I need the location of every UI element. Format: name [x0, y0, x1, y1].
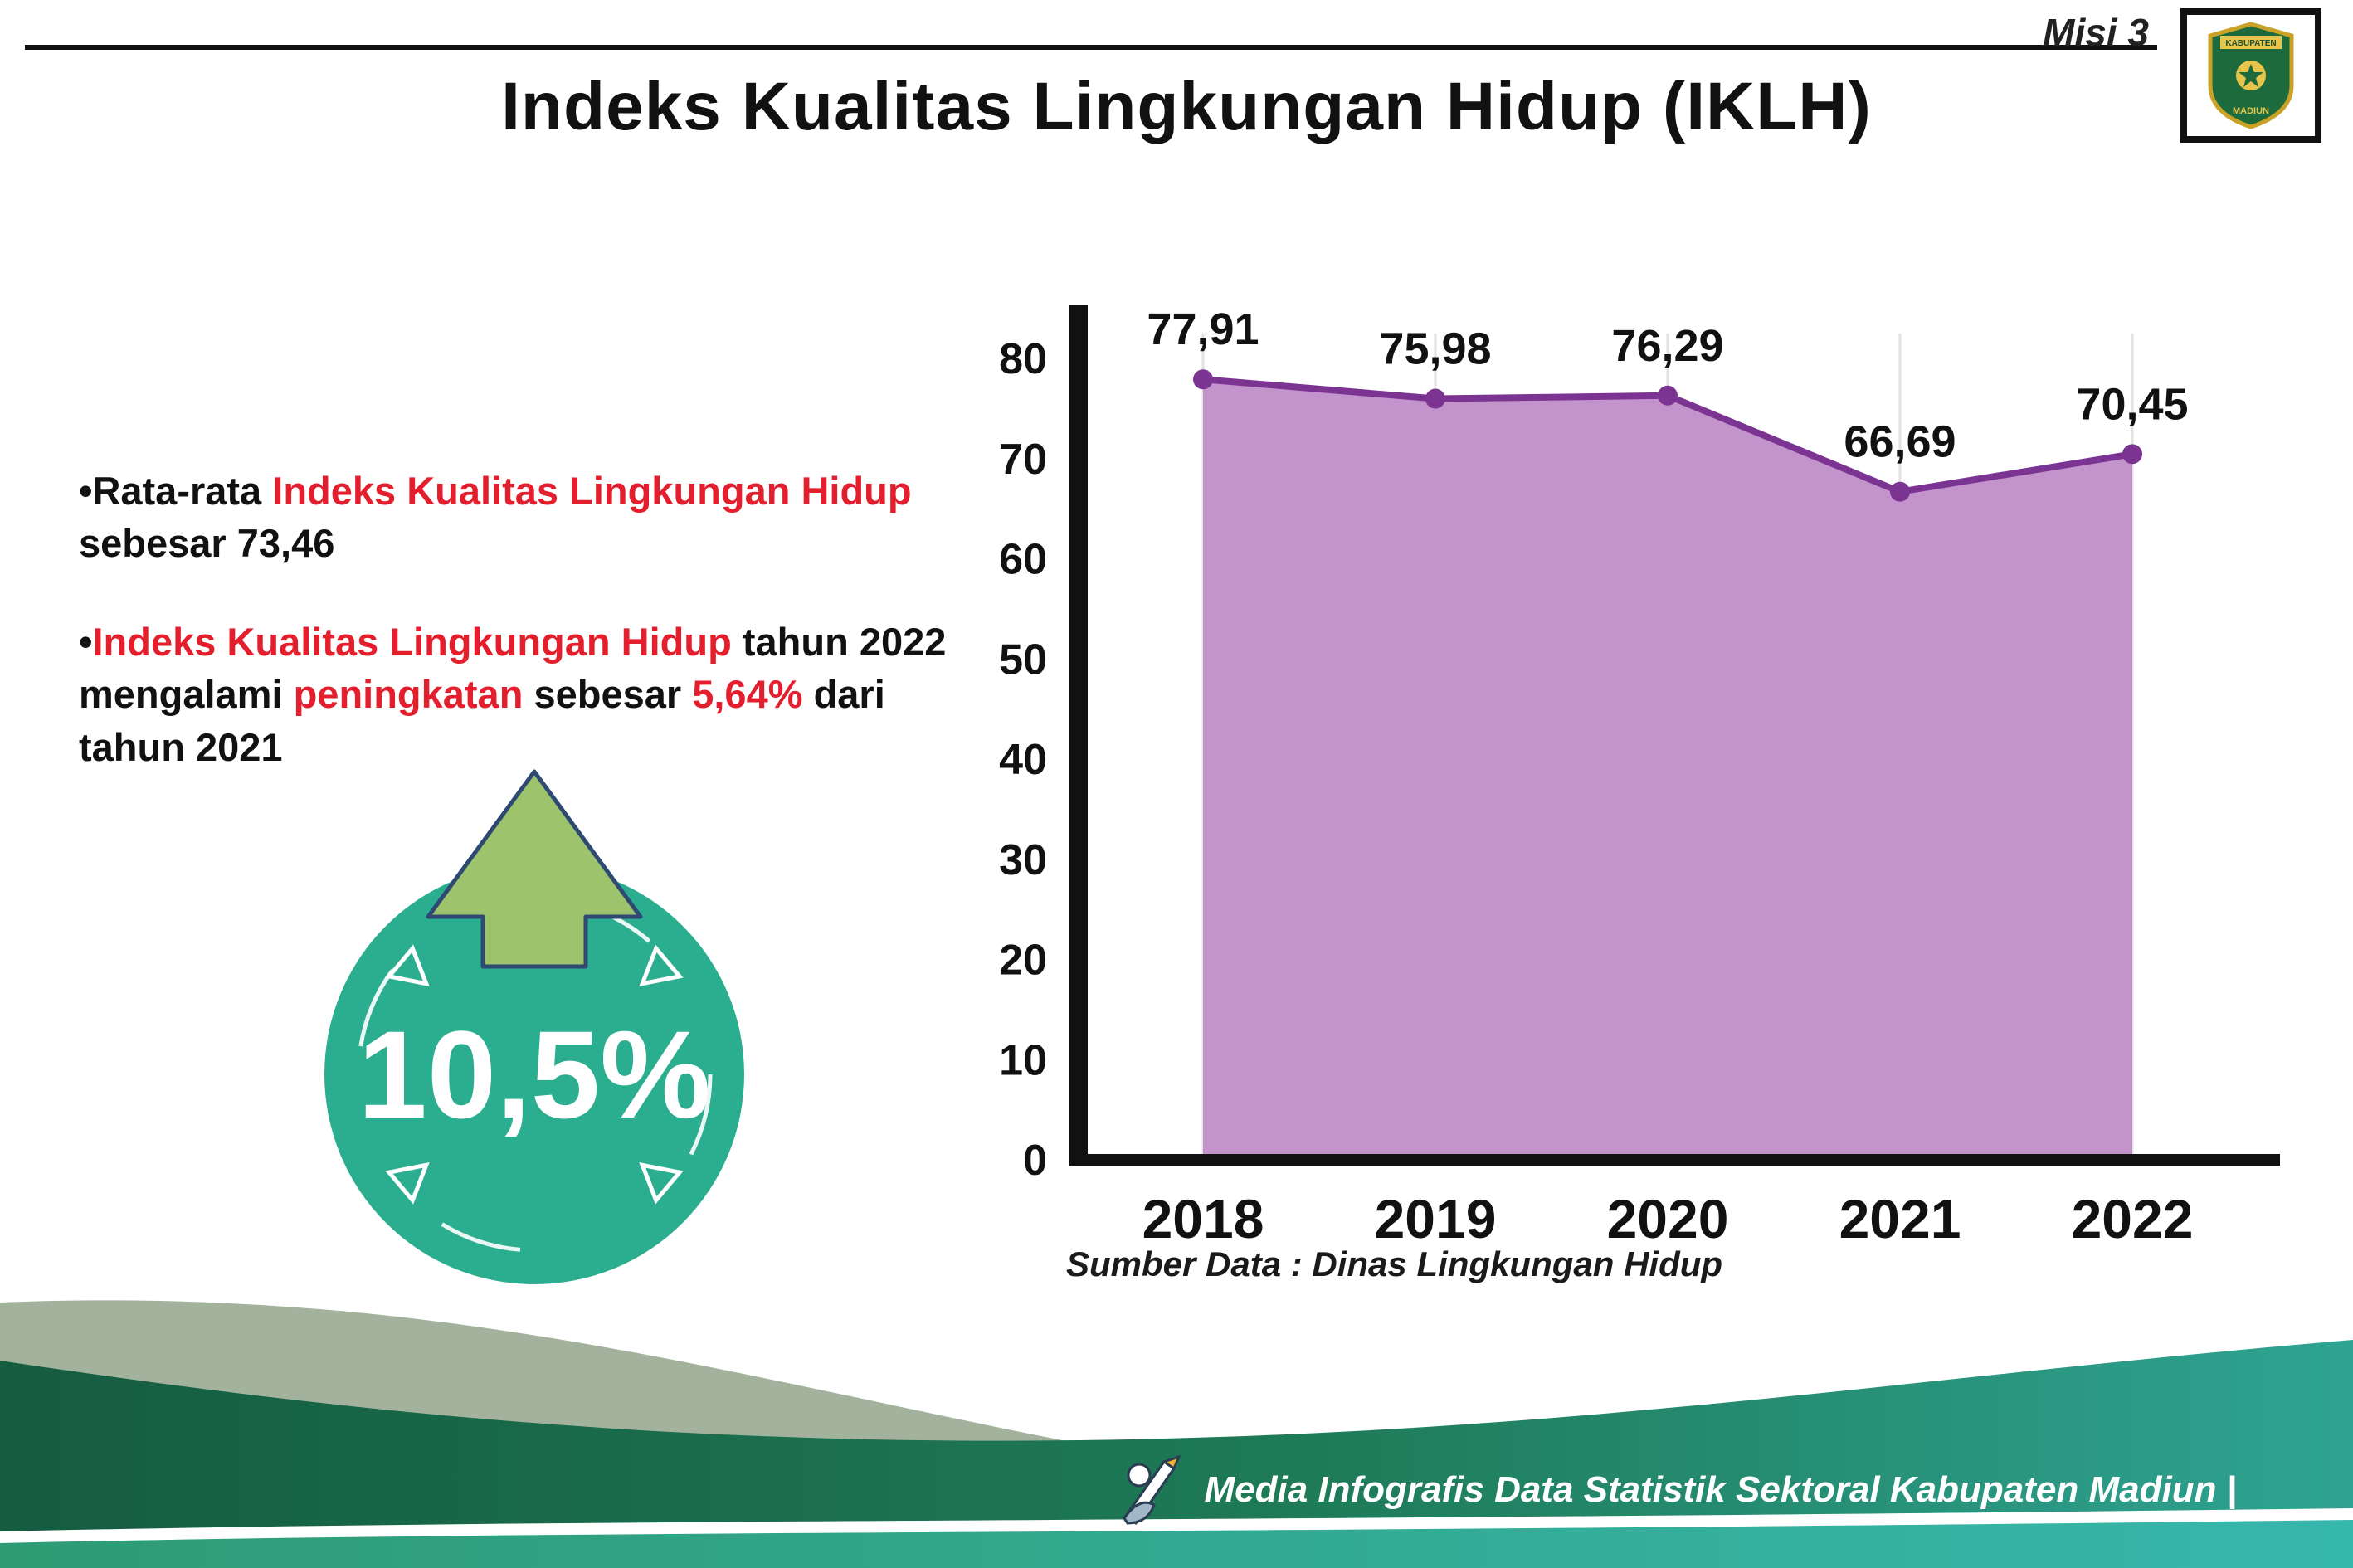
svg-text:70: 70 [999, 436, 1047, 484]
data-markers [1193, 369, 2142, 502]
increase-badge: 10,5% [324, 769, 744, 1284]
badge-circle [324, 864, 744, 1284]
value-labels: 77,91 75,98 76,29 66,69 70,45 [1147, 304, 2188, 466]
x-axis-labels: 2018 2019 2020 2021 2022 [1142, 1188, 2194, 1249]
kabupaten-madiun-logo: KABUPATEN MADIUN [2180, 8, 2321, 143]
badge-ring [356, 896, 713, 1253]
header-rule [25, 45, 2157, 50]
teal-bottom-wave [0, 1520, 2353, 1568]
footer-waves [0, 1300, 2353, 1568]
y-tick-labels: 0 10 20 30 40 50 60 70 80 [999, 335, 1047, 1185]
svg-text:MADIUN: MADIUN [2233, 106, 2269, 116]
badge-value: 10,5% [358, 1005, 710, 1144]
footer-credit: Media Infografis Data Statistik Sektoral… [1116, 1454, 2237, 1527]
crest-icon: KABUPATEN MADIUN [2208, 22, 2294, 129]
svg-text:70,45: 70,45 [2076, 379, 2188, 429]
iklh-area-chart: 77,91 75,98 76,29 66,69 70,45 0 10 20 30 40 50 60 70… [999, 304, 2280, 1249]
svg-text:KABUPATEN: KABUPATEN [2225, 39, 2276, 48]
badge-ring-ticks [385, 944, 684, 1205]
up-arrow-icon [426, 769, 643, 969]
svg-text:2020: 2020 [1607, 1188, 1729, 1249]
green-wave [0, 1340, 2353, 1568]
mascot-icon [1123, 1454, 1182, 1525]
svg-text:60: 60 [999, 536, 1047, 584]
svg-text:50: 50 [999, 635, 1047, 684]
area-fill [1203, 379, 2132, 1160]
svg-text:2018: 2018 [1142, 1188, 1264, 1249]
svg-text:10: 10 [999, 1036, 1047, 1084]
svg-text:20: 20 [999, 937, 1047, 985]
svg-text:30: 30 [999, 836, 1047, 884]
svg-text:40: 40 [999, 736, 1047, 784]
svg-text:66,69: 66,69 [1844, 417, 1956, 467]
svg-text:76,29: 76,29 [1611, 321, 1723, 371]
bullet-average-iklh: •Rata-rata Indeks Kualitas Lingkungan Hi… [79, 469, 912, 566]
page-title: Indeks Kualitas Lingkungan Hidup (IKLH) [501, 69, 1872, 144]
bullet-increase-2022: •Indeks Kualitas Lingkungan Hidup tahun … [79, 619, 947, 769]
key-findings: •Rata-rata Indeks Kualitas Lingkungan Hi… [79, 465, 958, 819]
svg-text:2022: 2022 [2072, 1188, 2194, 1249]
svg-text:75,98: 75,98 [1379, 324, 1491, 374]
svg-text:77,91: 77,91 [1147, 304, 1259, 354]
svg-text:2019: 2019 [1375, 1188, 1497, 1249]
footer-text: Media Infografis Data Statistik Sektoral… [1204, 1469, 2237, 1510]
svg-text:2021: 2021 [1839, 1188, 1961, 1249]
data-source-note: Sumber Data : Dinas Lingkungan Hidup [1066, 1244, 1723, 1283]
misi-label: Misi 3 [2043, 11, 2149, 54]
svg-text:0: 0 [1023, 1137, 1047, 1185]
svg-text:80: 80 [999, 335, 1047, 383]
